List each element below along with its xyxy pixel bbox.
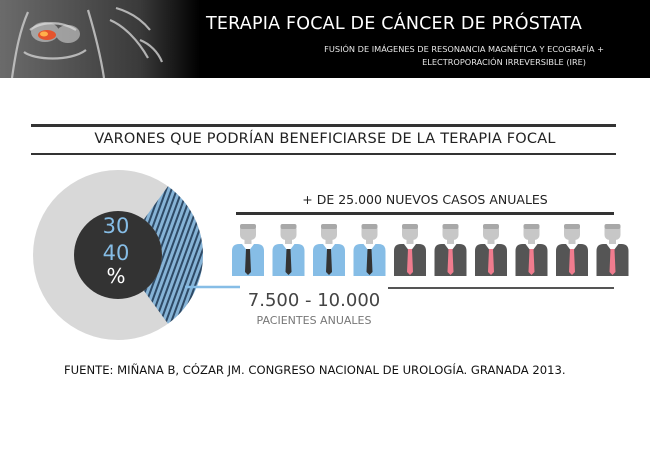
person-icon: [556, 224, 588, 276]
person-icon-highlighted: [353, 224, 386, 276]
header-title: TERAPIA FOCAL DE CÁNCER DE PRÓSTATA: [206, 14, 583, 34]
header-banner: TERAPIA FOCAL DE CÁNCER DE PRÓSTATA FUSI…: [0, 0, 650, 78]
person-icon-highlighted: [313, 224, 345, 276]
header-subtitle-line2: ELECTROPORACIÓN IRREVERSIBLE (IRE): [422, 57, 586, 67]
section-title-top-rule: [31, 124, 616, 127]
total-cases-rule: [236, 212, 614, 215]
donut-center: [74, 211, 162, 299]
section-title-bottom-rule: [31, 153, 616, 155]
section-title: VARONES QUE PODRÍAN BENEFICIARSE DE LA T…: [94, 131, 556, 147]
center-label-line1: 30: [102, 214, 130, 238]
pelvis-prostate-illustration-icon: [0, 0, 200, 78]
header-subtitle-line1: FUSIÓN DE IMÁGENES DE RESONANCIA MAGNÉTI…: [324, 44, 604, 54]
source-citation: FUENTE: MIÑANA B, CÓZAR JM. CONGRESO NAC…: [64, 363, 566, 377]
person-icon-highlighted: [232, 224, 264, 276]
person-icon: [434, 224, 467, 276]
person-icon: [515, 224, 548, 276]
person-icon-highlighted: [272, 224, 305, 276]
highlight-range-value: 7.500 - 10.000: [247, 290, 381, 311]
highlight-range-label: PACIENTES ANUALES: [256, 314, 372, 327]
rest-baseline: [388, 287, 614, 289]
person-icon: [596, 224, 629, 276]
center-label-unit: %: [106, 264, 126, 288]
donut-highlight-segment: [143, 186, 204, 324]
person-icon: [394, 224, 426, 276]
person-icon: [475, 224, 507, 276]
total-cases-caption: + DE 25.000 NUEVOS CASOS ANUALES: [302, 192, 548, 207]
center-label-line2: 40: [102, 241, 130, 265]
